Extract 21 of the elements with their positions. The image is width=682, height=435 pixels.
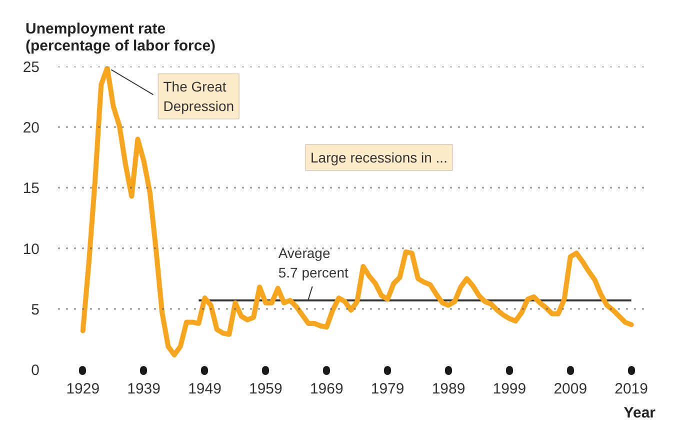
annotation: The Great Depression xyxy=(163,78,234,114)
x-tick-label: 1969 xyxy=(310,380,344,398)
y-tick-label: 5 xyxy=(31,301,40,318)
y-axis-title: Unemployment rate (percentage of labor force) xyxy=(26,20,216,54)
x-tick-label: 1929 xyxy=(66,380,100,398)
y-tick-label: 15 xyxy=(22,180,40,198)
x-tick-label: 1939 xyxy=(127,380,161,398)
x-tick-label: 1949 xyxy=(188,380,222,398)
annotation: Large recessions in ... xyxy=(310,150,448,166)
x-tick-label: 1979 xyxy=(370,380,404,398)
y-tick-label: 20 xyxy=(22,120,40,137)
x-tick-label: 1989 xyxy=(432,380,466,398)
x-tick-label: 1999 xyxy=(492,380,526,398)
x-tick-label: 2009 xyxy=(554,380,588,398)
x-tick-label: 1959 xyxy=(249,380,282,398)
annotation: Average 5.7 percent xyxy=(278,245,348,280)
x-axis-title: Year xyxy=(624,404,656,422)
y-tick-label: 0 xyxy=(31,362,40,379)
x-tick-label: 2019 xyxy=(614,380,648,398)
y-tick-label: 10 xyxy=(22,240,40,258)
y-tick-label: 25 xyxy=(22,59,40,76)
